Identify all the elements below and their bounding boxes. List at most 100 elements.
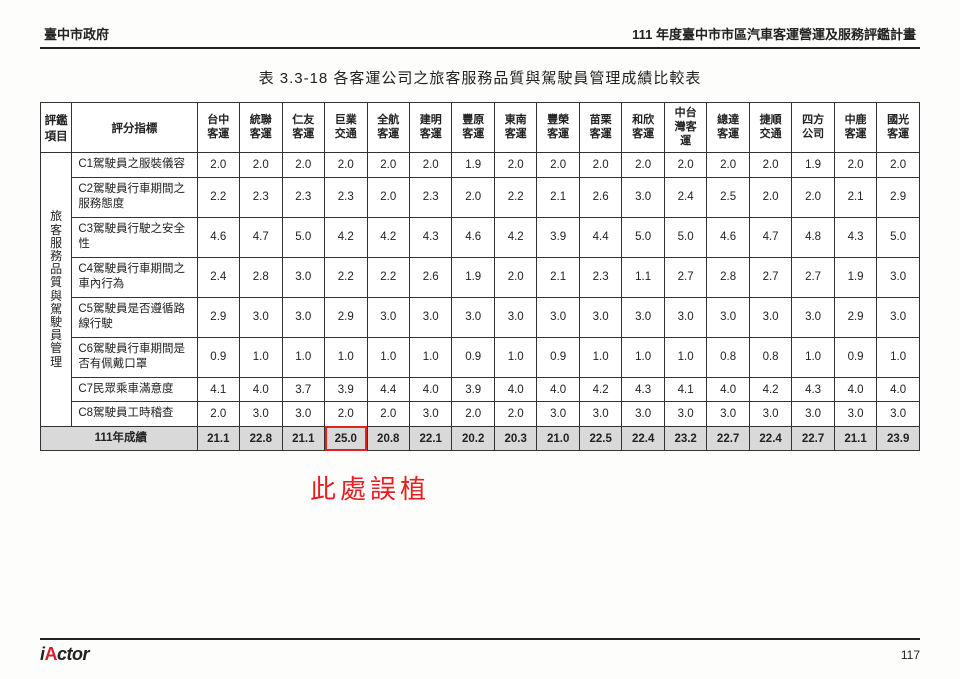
score-cell: 2.0	[494, 153, 536, 178]
total-cell: 22.4	[749, 426, 791, 451]
total-label: 111年成績	[41, 426, 198, 451]
score-cell: 3.7	[282, 377, 324, 402]
score-cell: 3.0	[367, 297, 409, 337]
score-cell: 1.0	[494, 337, 536, 377]
score-cell: 1.0	[664, 337, 706, 377]
score-cell: 2.2	[325, 257, 367, 297]
score-cell: 4.0	[409, 377, 451, 402]
score-cell: 2.7	[749, 257, 791, 297]
row-group-label: 旅客服務品質與駕駛員管理	[41, 153, 72, 427]
score-cell: 1.9	[452, 257, 494, 297]
indicator-label: C2駕駛員行車期間之服務態度	[72, 177, 197, 217]
score-cell: 3.0	[834, 402, 876, 427]
page-number: 117	[901, 648, 920, 662]
score-cell: 2.0	[579, 153, 621, 178]
score-cell: 3.0	[537, 297, 579, 337]
score-cell: 1.9	[452, 153, 494, 178]
score-cell: 2.2	[494, 177, 536, 217]
company-header: 捷順交通	[749, 103, 791, 153]
total-cell-highlighted: 25.0	[325, 426, 367, 451]
score-cell: 2.0	[707, 153, 749, 178]
score-cell: 2.5	[707, 177, 749, 217]
score-cell: 5.0	[664, 217, 706, 257]
score-cell: 3.0	[579, 297, 621, 337]
score-cell: 4.0	[494, 377, 536, 402]
score-cell: 4.2	[325, 217, 367, 257]
company-header: 中台灣客運	[664, 103, 706, 153]
score-cell: 2.1	[537, 177, 579, 217]
score-cell: 3.0	[877, 257, 920, 297]
header-left: 臺中市政府	[44, 24, 109, 43]
score-cell: 4.2	[579, 377, 621, 402]
score-cell: 4.4	[579, 217, 621, 257]
table-row: C7民眾乘車滿意度4.14.03.73.94.44.03.94.04.04.24…	[41, 377, 920, 402]
total-cell: 22.7	[792, 426, 834, 451]
table-row: C6駕駛員行車期間是否有佩戴口罩0.91.01.01.01.01.00.91.0…	[41, 337, 920, 377]
table-row: C3駕駛員行駛之安全性4.64.75.04.24.24.34.64.23.94.…	[41, 217, 920, 257]
indicator-label: C5駕駛員是否遵循路線行駛	[72, 297, 197, 337]
score-cell: 2.0	[494, 257, 536, 297]
score-cell: 3.0	[792, 402, 834, 427]
logo-accent: A	[45, 644, 58, 664]
score-cell: 2.2	[197, 177, 239, 217]
score-cell: 2.0	[664, 153, 706, 178]
footer-rule	[40, 638, 920, 640]
indicator-label: C3駕駛員行駛之安全性	[72, 217, 197, 257]
total-cell: 20.8	[367, 426, 409, 451]
score-cell: 2.0	[452, 177, 494, 217]
score-cell: 3.0	[494, 297, 536, 337]
score-cell: 3.9	[325, 377, 367, 402]
score-cell: 2.0	[367, 402, 409, 427]
score-cell: 4.6	[197, 217, 239, 257]
score-cell: 2.2	[367, 257, 409, 297]
score-cell: 2.0	[282, 153, 324, 178]
score-cell: 2.0	[240, 153, 282, 178]
score-cell: 2.3	[282, 177, 324, 217]
score-cell: 1.0	[282, 337, 324, 377]
company-header: 全航客運	[367, 103, 409, 153]
company-header: 仁友客運	[282, 103, 324, 153]
score-cell: 1.9	[792, 153, 834, 178]
score-cell: 2.0	[197, 402, 239, 427]
score-cell: 1.0	[409, 337, 451, 377]
company-header: 建明客運	[409, 103, 451, 153]
score-cell: 2.9	[877, 177, 920, 217]
score-cell: 2.0	[749, 153, 791, 178]
score-cell: 2.0	[197, 153, 239, 178]
score-cell: 2.6	[409, 257, 451, 297]
company-header: 豐榮客運	[537, 103, 579, 153]
page-footer: iActor 117	[40, 638, 920, 665]
total-cell: 20.2	[452, 426, 494, 451]
total-cell: 21.1	[197, 426, 239, 451]
score-cell: 4.0	[877, 377, 920, 402]
score-cell: 0.8	[749, 337, 791, 377]
indicator-label: C6駕駛員行車期間是否有佩戴口罩	[72, 337, 197, 377]
indicator-label: C4駕駛員行車期間之車內行為	[72, 257, 197, 297]
table-row: C4駕駛員行車期間之車內行為2.42.83.02.22.22.61.92.02.…	[41, 257, 920, 297]
score-cell: 5.0	[282, 217, 324, 257]
score-cell: 2.9	[834, 297, 876, 337]
score-cell: 1.9	[834, 257, 876, 297]
total-cell: 21.0	[537, 426, 579, 451]
company-header: 巨業交通	[325, 103, 367, 153]
logo: iActor	[40, 644, 89, 665]
score-cell: 3.0	[452, 297, 494, 337]
page-header: 臺中市政府 111 年度臺中市市區汽車客運營運及服務評鑑計畫	[40, 24, 920, 47]
score-cell: 2.0	[325, 153, 367, 178]
page: 臺中市政府 111 年度臺中市市區汽車客運營運及服務評鑑計畫 表 3.3-18 …	[0, 0, 960, 679]
score-cell: 3.0	[622, 297, 664, 337]
company-header: 四方公司	[792, 103, 834, 153]
score-cell: 2.4	[197, 257, 239, 297]
company-header: 豐原客運	[452, 103, 494, 153]
score-cell: 4.0	[834, 377, 876, 402]
company-header: 統聯客運	[240, 103, 282, 153]
company-header: 中鹿客運	[834, 103, 876, 153]
score-cell: 3.0	[240, 297, 282, 337]
score-cell: 1.0	[622, 337, 664, 377]
score-cell: 2.3	[579, 257, 621, 297]
score-cell: 3.0	[622, 402, 664, 427]
score-cell: 1.0	[792, 337, 834, 377]
score-cell: 3.9	[537, 217, 579, 257]
score-cell: 4.0	[240, 377, 282, 402]
score-cell: 4.8	[792, 217, 834, 257]
